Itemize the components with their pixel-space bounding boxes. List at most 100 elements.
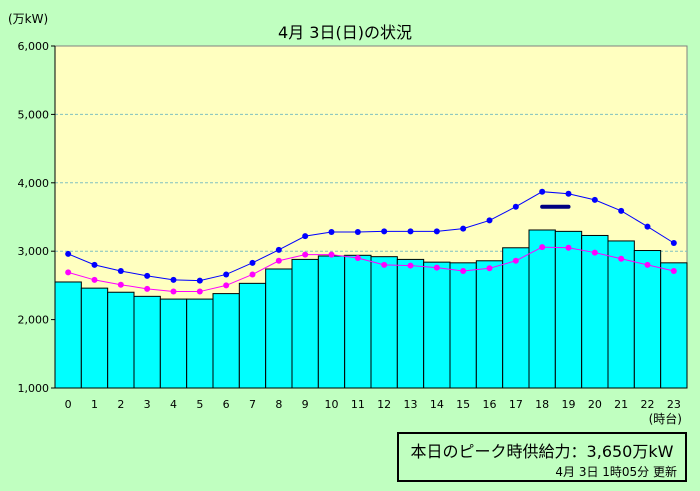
x-tick-label: 7 [249, 398, 256, 411]
y-tick-label: 5,000 [18, 108, 50, 121]
bar-series [54, 229, 688, 389]
x-tick-label: 22 [641, 398, 655, 411]
x-tick-label: 5 [196, 398, 203, 411]
x-tick-label: 18 [535, 398, 549, 411]
forecast-point [591, 196, 598, 203]
forecast-point [117, 268, 124, 275]
forecast-point [275, 246, 282, 253]
bar [660, 262, 688, 389]
forecast-point [65, 250, 72, 257]
bar [449, 262, 477, 389]
y-axis: 1,000 2,000 3,000 4,000 5,000 6,000 [18, 40, 56, 395]
previous-day-point [591, 249, 598, 256]
bar [396, 258, 425, 389]
x-tick-label: 16 [483, 398, 497, 411]
forecast-point [381, 228, 388, 235]
bar [554, 230, 583, 389]
y-tick-label: 6,000 [18, 40, 50, 53]
x-tick-label: 21 [614, 398, 628, 411]
bar [633, 250, 662, 389]
forecast-point [670, 239, 677, 246]
forecast-point [565, 190, 572, 197]
previous-day-point [354, 255, 361, 262]
forecast-point [328, 229, 335, 236]
previous-day-point [644, 261, 651, 268]
x-tick-label: 20 [588, 398, 602, 411]
bar [265, 268, 293, 389]
bar [528, 229, 556, 389]
previous-day-point [670, 268, 677, 275]
forecast-point [354, 229, 361, 236]
bar [423, 261, 451, 389]
x-tick-label: 3 [144, 398, 151, 411]
bar [80, 287, 109, 389]
line-series [65, 188, 677, 295]
previous-day-point [407, 262, 414, 269]
previous-day-point [144, 285, 151, 292]
forecast-line [67, 191, 675, 282]
previous-day-point [91, 276, 98, 283]
previous-day-point [117, 281, 124, 288]
chart-title: 4月 3日(日)の状況 [278, 23, 412, 42]
previous-day-point [223, 282, 230, 289]
bar [291, 258, 319, 389]
previous-day-point [539, 244, 546, 251]
forecast-point [407, 228, 414, 235]
x-tick-label: 15 [456, 398, 470, 411]
x-tick-label: 11 [351, 398, 365, 411]
x-tick-label: 12 [377, 398, 391, 411]
previous-day-line [68, 246, 674, 293]
y-tick-label: 3,000 [18, 245, 50, 258]
previous-day-point [170, 288, 177, 295]
y-tick-label: 1,000 [18, 382, 50, 395]
y-axis-label: (万kW) [8, 12, 48, 26]
previous-day-point [249, 271, 256, 278]
x-tick-label: 6 [223, 398, 230, 411]
bar [502, 247, 530, 389]
x-tick-label: 1 [91, 398, 98, 411]
forecast-point [460, 225, 467, 232]
x-tick-label: 13 [404, 398, 418, 411]
previous-day-point [486, 265, 493, 272]
x-tick-label: 2 [117, 398, 124, 411]
previous-day-point [196, 288, 203, 295]
forecast-point [644, 223, 651, 230]
forecast-point [170, 276, 177, 283]
forecast-point [512, 203, 519, 210]
x-axis-label: (時台) [649, 411, 682, 426]
previous-day-point [302, 251, 309, 258]
forecast-point [618, 207, 625, 214]
bar [475, 260, 504, 389]
previous-day-point [275, 257, 282, 264]
bar [344, 254, 372, 389]
previous-day-point [433, 264, 440, 271]
previous-day-point [618, 255, 625, 262]
x-tick-label: 19 [562, 398, 576, 411]
x-tick-label: 8 [275, 398, 282, 411]
bar [133, 295, 161, 389]
bar [54, 281, 82, 389]
bar [212, 293, 240, 389]
update-time: 4月 3日 1時05分 更新 [555, 465, 677, 479]
forecast-point [486, 217, 493, 224]
bar [159, 298, 188, 389]
forecast-point [223, 271, 230, 278]
bar [186, 298, 214, 389]
x-tick-label: 9 [302, 398, 309, 411]
x-tick-label: 14 [430, 398, 444, 411]
previous-day-point [381, 261, 388, 268]
y-tick-label: 4,000 [18, 177, 50, 190]
x-tick-label: 17 [509, 398, 523, 411]
forecast-point [249, 259, 256, 266]
bar [238, 282, 267, 389]
forecast-point [196, 277, 203, 284]
forecast-point [144, 272, 151, 279]
peak-info-box: 本日のピーク時供給力：3,650万kW 4月 3日 1時05分 更新 [397, 432, 687, 482]
x-tick-label: 23 [667, 398, 681, 411]
previous-day-point [512, 257, 519, 264]
forecast-point [302, 233, 309, 240]
x-tick-label: 4 [170, 398, 177, 411]
bar [107, 291, 135, 389]
previous-day-point [328, 251, 335, 258]
